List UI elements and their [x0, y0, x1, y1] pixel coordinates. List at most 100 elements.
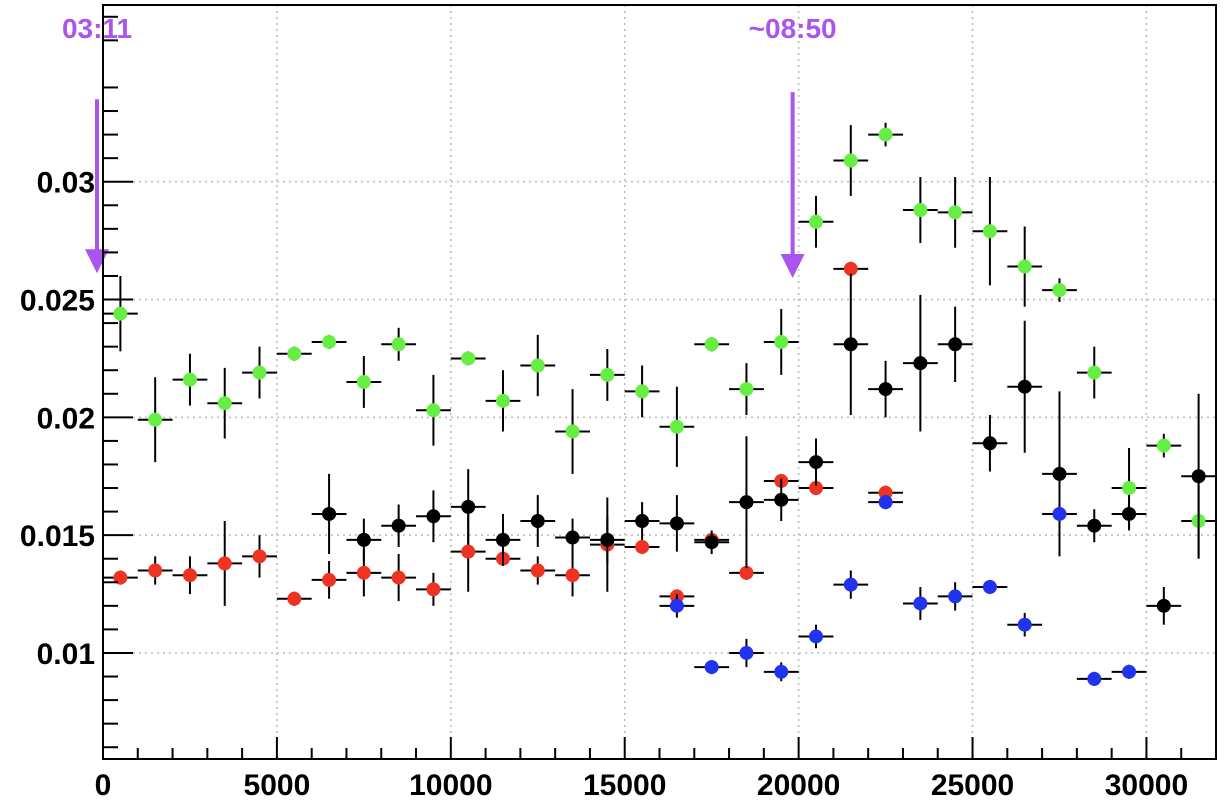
- data-point: [287, 346, 302, 361]
- data-point: [148, 412, 163, 427]
- data-point: [982, 436, 997, 451]
- data-point: [774, 334, 789, 349]
- data-point: [1052, 283, 1067, 298]
- x-tick-label: 10000: [409, 769, 492, 802]
- data-point: [600, 532, 615, 547]
- data-point: [1052, 506, 1067, 521]
- data-point: [878, 127, 893, 142]
- data-point: [461, 544, 476, 559]
- data-point: [739, 645, 754, 660]
- data-point: [217, 396, 232, 411]
- data-point: [635, 514, 650, 529]
- data-point: [322, 572, 337, 587]
- y-tick-label: 0.02: [37, 402, 95, 435]
- data-point: [356, 565, 371, 580]
- data-point: [356, 532, 371, 547]
- data-point: [252, 365, 267, 380]
- data-point: [809, 214, 824, 229]
- data-point: [1122, 506, 1137, 521]
- data-point: [913, 596, 928, 611]
- data-point: [391, 337, 406, 352]
- y-tick-label: 0.01: [37, 638, 95, 671]
- data-point: [774, 492, 789, 507]
- data-point: [426, 403, 441, 418]
- data-point: [669, 598, 684, 613]
- data-point: [113, 570, 128, 585]
- data-point: [1087, 518, 1102, 533]
- data-point: [913, 202, 928, 217]
- data-point: [809, 629, 824, 644]
- data-point: [739, 495, 754, 510]
- data-point: [565, 530, 580, 545]
- data-point: [1191, 469, 1206, 484]
- data-point: [1087, 365, 1102, 380]
- data-point: [495, 532, 510, 547]
- data-point: [391, 518, 406, 533]
- data-point: [913, 356, 928, 371]
- x-tick-label: 5000: [244, 769, 311, 802]
- plot-frame: [102, 4, 1217, 760]
- data-point: [809, 481, 824, 496]
- data-point: [322, 506, 337, 521]
- data-point: [669, 516, 684, 531]
- data-point: [322, 334, 337, 349]
- annotation-label: 03:11: [62, 13, 132, 44]
- data-point: [1017, 259, 1032, 274]
- data-point: [843, 261, 858, 276]
- data-point: [948, 589, 963, 604]
- data-point: [252, 549, 267, 564]
- y-tick-label: 0.015: [20, 520, 95, 553]
- data-point: [530, 563, 545, 578]
- data-point: [704, 337, 719, 352]
- data-point: [495, 393, 510, 408]
- data-point: [113, 306, 128, 321]
- data-point: [461, 499, 476, 514]
- data-point: [635, 539, 650, 554]
- data-point: [739, 565, 754, 580]
- data-point: [1156, 598, 1171, 613]
- data-point: [669, 419, 684, 434]
- data-point: [1052, 466, 1067, 481]
- x-tick-label: 30000: [1105, 769, 1188, 802]
- data-point: [356, 375, 371, 389]
- data-point: [1087, 671, 1102, 686]
- y-tick-label: 0.025: [20, 285, 95, 318]
- x-tick-label: 15000: [583, 769, 666, 802]
- data-point: [1017, 617, 1032, 632]
- data-point: [148, 563, 163, 578]
- data-point: [843, 337, 858, 352]
- data-point: [948, 205, 963, 220]
- data-point: [391, 570, 406, 585]
- data-point: [565, 568, 580, 583]
- data-point: [1017, 379, 1032, 394]
- data-point: [704, 660, 719, 675]
- data-point: [982, 579, 997, 594]
- data-point: [426, 582, 441, 597]
- annotations: 03:11 ~08:50: [62, 13, 837, 278]
- data-point: [461, 351, 476, 366]
- data-point: [565, 424, 580, 439]
- data-point: [1156, 438, 1171, 453]
- axes: 0 5000 10000 15000 20000 25000 30000 0.01 0.015 0…: [20, 15, 1188, 802]
- data-point: [426, 509, 441, 524]
- data-point: [635, 384, 650, 399]
- data-point: [948, 337, 963, 352]
- data-point: [843, 153, 858, 168]
- x-tick-label: 20000: [757, 769, 840, 802]
- annotation-label: ~08:50: [749, 13, 837, 44]
- data-point: [1122, 664, 1137, 679]
- data-point: [530, 358, 545, 373]
- data-point: [530, 514, 545, 529]
- data-points: [103, 122, 1216, 686]
- data-point: [1122, 481, 1137, 496]
- data-point: [809, 455, 824, 470]
- data-point: [287, 591, 302, 606]
- data-point: [982, 224, 997, 239]
- data-point: [878, 495, 893, 510]
- data-point: [704, 535, 719, 550]
- data-point: [600, 367, 615, 382]
- data-point: [182, 568, 197, 583]
- x-tick-label: 25000: [931, 769, 1014, 802]
- data-point: [774, 664, 789, 679]
